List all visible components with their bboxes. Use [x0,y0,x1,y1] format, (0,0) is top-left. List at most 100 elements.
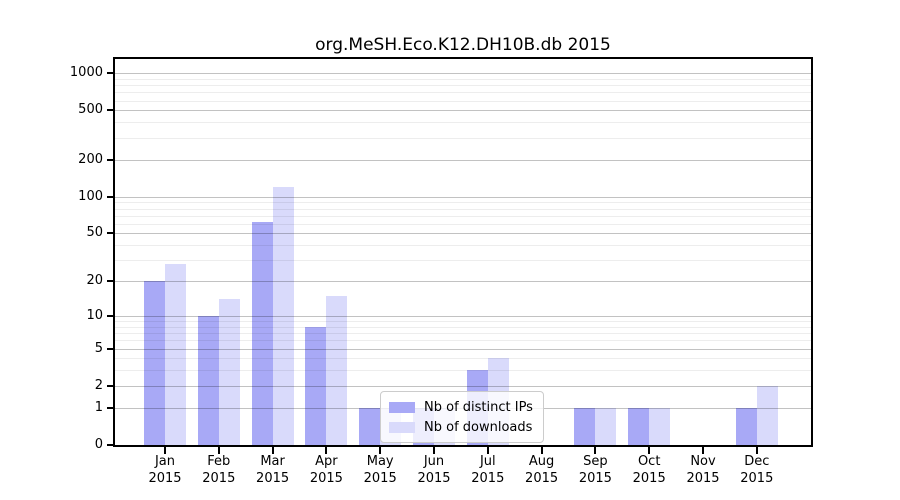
x-tick-label: Mar 2015 [256,454,290,486]
right-spine [811,57,813,447]
y-tick-label: 20 [86,273,103,289]
bar-ips-sep [574,407,596,445]
legend-item: Nb of distinct IPs [389,397,535,417]
minor-gridline [115,92,811,94]
bar-ips-apr [305,326,327,445]
y-tick-label: 0 [94,437,103,452]
y-tick [107,109,113,112]
x-tick-label: Apr 2015 [309,454,343,486]
minor-gridline [115,85,811,87]
bar-downloads-oct [649,407,671,445]
x-tick-label: Jan 2015 [148,454,182,486]
top-spine [113,57,813,59]
x-tick [325,447,328,454]
bar-downloads-dec [756,385,778,445]
x-tick [433,447,435,454]
y-tick-label: 10 [86,307,103,323]
minor-gridline [115,223,811,225]
major-gridline [115,315,811,317]
y-tick [107,280,113,283]
x-tick-label: Nov 2015 [686,454,720,486]
y-tick-label: 5 [94,340,103,356]
y-tick [107,158,113,161]
bar-downloads-jan [165,263,186,445]
bar-downloads-mar [272,186,294,445]
x-tick-label: Sep 2015 [578,454,612,486]
y-tick-label: 1 [94,399,103,415]
x-tick-label: Feb 2015 [202,454,236,486]
minor-gridline [115,333,811,335]
bottom-spine [113,445,813,447]
y-tick-label: 200 [78,151,103,167]
x-tick-label: Dec 2015 [740,454,774,486]
left-spine [113,57,115,447]
major-gridline [115,348,811,350]
minor-gridline [115,321,811,323]
x-tick-label: Jul 2015 [471,454,505,486]
bar-ips-may [359,407,381,445]
axes-layer: 0 1 2 5 10 20 50 100 200 500 1000 Jan 2015 Feb 2015 Mar… [70,59,811,486]
y-tick [107,406,113,409]
x-tick-label: Jun 2015 [417,454,451,486]
minor-gridline [115,370,811,372]
bar-ips-oct [628,407,650,445]
x-tick [164,447,166,454]
major-gridline [115,110,811,112]
legend-swatch-downloads [389,421,415,433]
major-gridline [115,281,811,283]
x-tick [217,447,220,454]
y-tick [107,444,113,446]
x-tick-label: Aug 2015 [525,454,559,486]
minor-gridline [115,215,811,217]
bar-ips-mar [251,222,273,445]
y-tick [107,195,113,198]
minor-gridline [115,326,811,328]
minor-gridline [115,358,811,360]
minor-gridline [115,100,811,102]
bar-ips-feb [197,315,219,445]
x-tick-label: Oct 2015 [632,454,666,486]
plot-area: 0 1 2 5 10 20 50 100 200 500 1000 Jan 2015 Feb 2015 Mar… [70,57,813,486]
y-tick-label: 100 [78,188,103,204]
x-tick [594,447,597,454]
major-gridline [115,73,811,75]
bar-downloads-apr [326,295,348,445]
x-tick [379,447,382,454]
minor-gridline [115,245,811,247]
bar-ips-jan [144,281,165,445]
x-tick [702,447,704,454]
y-tick [107,347,113,350]
minor-gridline [115,78,811,80]
x-tick [648,447,651,454]
minor-gridline [115,208,811,210]
legend-item: Nb of downloads [389,417,535,437]
bar-downloads-sep [595,407,617,445]
y-tick-label: 1000 [69,65,103,81]
x-tick [486,447,489,454]
minor-gridline [115,202,811,204]
y-tick-label: 50 [86,225,103,241]
x-tick [755,447,758,454]
bar-ips-dec [735,407,757,445]
minor-gridline [115,340,811,342]
minor-gridline [115,260,811,262]
y-tick-label: 2 [94,377,103,393]
y-tick [107,314,113,317]
major-gridline [115,196,811,198]
legend-swatch-distinct-ips [389,401,415,413]
legend: Nb of distinct IPs Nb of downloads [380,391,544,443]
y-tick [107,72,113,75]
legend-label: Nb of distinct IPs [424,399,533,415]
minor-gridline [115,137,811,139]
major-gridline [115,159,811,161]
x-tick [271,447,274,454]
major-gridline [115,233,811,235]
minor-gridline [115,122,811,124]
major-gridline [115,385,811,387]
y-tick-label: 500 [78,102,103,118]
bar-downloads-feb [218,299,240,445]
y-tick [107,384,113,387]
chart-title: org.MeSH.Eco.K12.DH10B.db 2015 [315,35,611,55]
y-tick [107,232,113,235]
